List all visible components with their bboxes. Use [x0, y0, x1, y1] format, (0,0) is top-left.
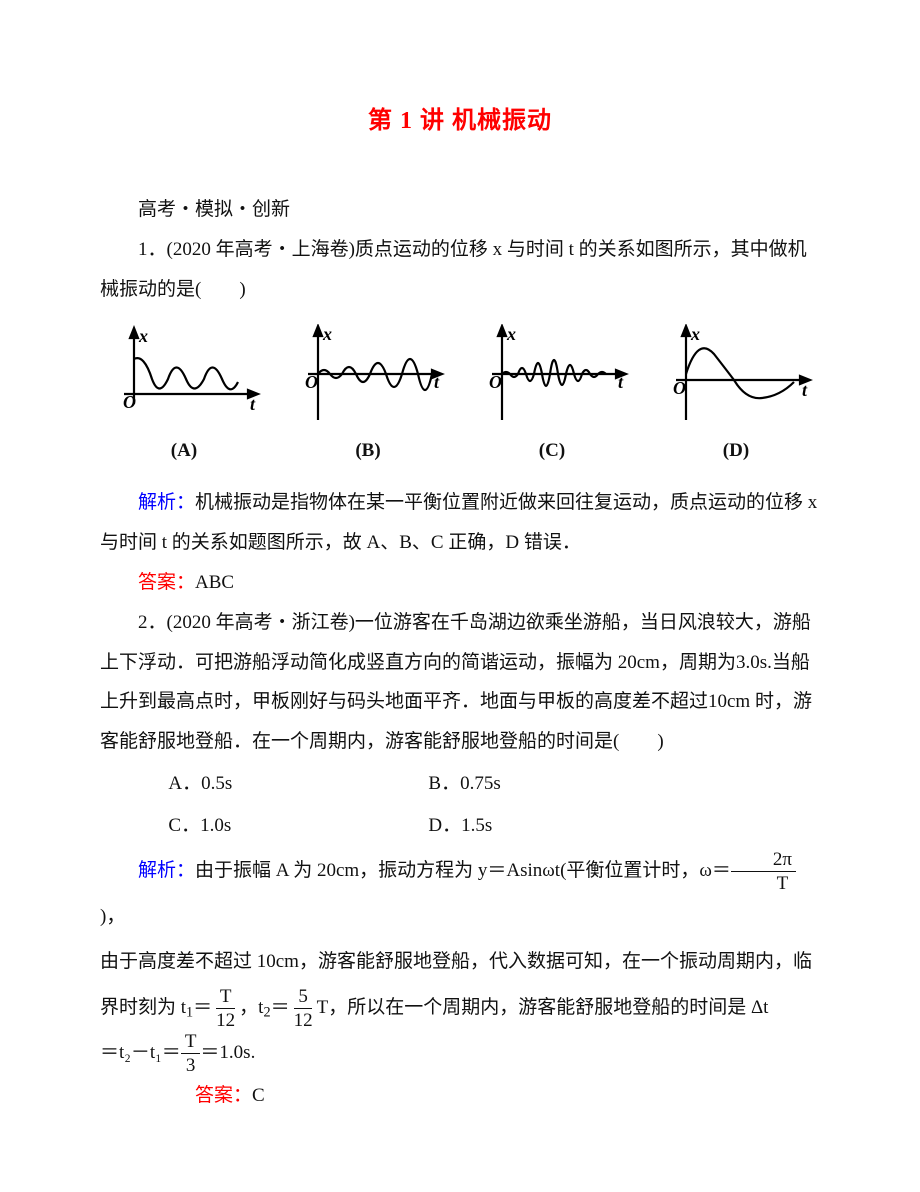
question-1-explanation: 解析：机械振动是指物体在某一平衡位置附近做来回往复运动，质点运动的位移 x 与时…: [100, 483, 820, 563]
option-c: C．1.0s: [168, 806, 428, 846]
graph-c: x O t (C): [472, 324, 632, 471]
q2-dt-post: ＝1.0s.: [200, 1042, 255, 1063]
svg-text:O: O: [123, 392, 136, 412]
svg-text:O: O: [305, 372, 318, 392]
explanation-label: 解析：: [138, 492, 195, 513]
question-1-explanation-text: 机械振动是指物体在某一平衡位置附近做来回往复运动，质点运动的位移 x 与时间 t…: [100, 492, 817, 553]
graph-b: x O t (B): [288, 324, 448, 471]
question-1-answer-text: ABC: [195, 572, 234, 593]
fraction-t2: 512: [290, 987, 317, 1030]
option-d: D．1.5s: [428, 806, 688, 846]
question-1-text: 1．(2020 年高考・上海卷)质点运动的位移 x 与时间 t 的关系如图所示，…: [100, 230, 820, 310]
question-1-graphs: x O t (A) x O t (B): [100, 324, 820, 471]
graph-b-label: (B): [355, 431, 380, 471]
q2-exp-part1b: )，: [100, 906, 125, 927]
svg-text:x: x: [322, 324, 332, 344]
question-2-explanation-line2: 由于高度差不超过 10cm，游客能舒服地登船，代入数据可知，在一个振动周期内，临…: [100, 939, 820, 1030]
question-2-answer-text: C: [252, 1085, 265, 1106]
question-2-answer: 答案：C: [100, 1076, 820, 1116]
graph-a-label: (A): [171, 431, 197, 471]
option-b: B．0.75s: [428, 764, 688, 804]
graph-a: x O t (A): [104, 324, 264, 471]
svg-text:t: t: [802, 380, 808, 400]
fraction-t1: T12: [212, 987, 239, 1030]
graph-b-svg: x O t: [288, 324, 448, 429]
fraction-omega: 2πT: [731, 850, 796, 893]
document-page: 第 1 讲 机械振动 高考・模拟・创新 1．(2020 年高考・上海卷)质点运动…: [0, 0, 920, 1192]
question-2-explanation-line3: ＝t₂－t₁＝T3＝1.0s.: [100, 1030, 820, 1076]
svg-text:x: x: [690, 324, 700, 344]
graph-d-label: (D): [723, 431, 749, 471]
fraction-dt: T3: [181, 1032, 201, 1075]
graph-d: x O t (D): [656, 324, 816, 471]
explanation-label: 解析：: [138, 860, 195, 881]
svg-text:O: O: [489, 372, 502, 392]
graph-c-svg: x O t: [472, 324, 632, 429]
answer-label: 答案：: [138, 572, 195, 593]
svg-text:x: x: [138, 326, 148, 346]
svg-text:O: O: [673, 378, 686, 398]
svg-text:x: x: [506, 324, 516, 344]
question-2-explanation: 解析：由于振幅 A 为 20cm，振动方程为 y＝Asinωt(平衡位置计时，ω…: [100, 848, 820, 939]
question-2-options-row1: A．0.5s B．0.75s: [168, 764, 820, 804]
q2-dt-pre: ＝t₂－t₁＝: [100, 1042, 181, 1063]
question-1-answer: 答案：ABC: [100, 563, 820, 603]
graph-c-label: (C): [539, 431, 565, 471]
graph-d-svg: x O t: [656, 324, 816, 429]
question-2-options-row2: C．1.0s D．1.5s: [168, 806, 820, 846]
graph-a-svg: x O t: [104, 324, 264, 429]
q2-exp-part1: 由于振幅 A 为 20cm，振动方程为 y＝Asinωt(平衡位置计时，ω＝: [195, 860, 731, 881]
question-2-text: 2．(2020 年高考・浙江卷)一位游客在千岛湖边欲乘坐游船，当日风浪较大，游船…: [100, 603, 820, 763]
section-header: 高考・模拟・创新: [100, 190, 820, 230]
option-a: A．0.5s: [168, 764, 428, 804]
lecture-title: 第 1 讲 机械振动: [100, 96, 820, 146]
q2-exp-t2suffix: T，所以在一个周期内，游客能舒服地登船的时间是 Δt: [317, 997, 769, 1018]
answer-label: 答案：: [195, 1085, 252, 1106]
svg-text:t: t: [250, 394, 256, 414]
